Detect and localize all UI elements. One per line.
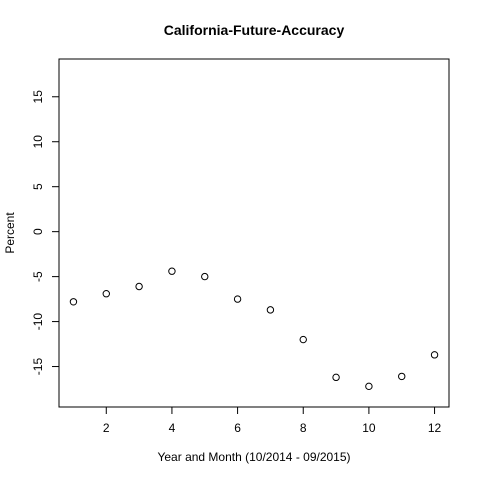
x-axis: 2 4 6 8 10 12 (103, 407, 442, 435)
y-tick-label: -10 (31, 313, 45, 331)
data-point (233, 295, 242, 303)
y-axis-label: Percent (3, 212, 17, 254)
x-tick-label: 8 (300, 421, 307, 435)
data-point (168, 267, 176, 275)
x-tick-label: 6 (234, 421, 241, 435)
x-tick-label: 12 (428, 421, 442, 435)
x-tick-label: 4 (169, 421, 176, 435)
x-tick-label: 10 (362, 421, 376, 435)
data-point (266, 306, 275, 314)
data-point (299, 335, 307, 344)
data-point (430, 351, 439, 359)
x-axis-label: Year and Month (10/2014 - 09/2015) (157, 450, 350, 464)
data-point (365, 382, 373, 391)
data-point (102, 289, 110, 298)
y-tick-label: -5 (31, 271, 45, 282)
y-tick-label: 15 (31, 90, 45, 104)
x-tick-label: 2 (103, 421, 110, 435)
data-points (69, 267, 439, 391)
data-point (398, 372, 406, 381)
y-tick-label: 0 (31, 228, 45, 235)
data-point (135, 282, 143, 291)
plot-frame (58, 58, 450, 408)
y-tick-label: -15 (31, 358, 45, 376)
chart-title: California-Future-Accuracy (164, 22, 345, 38)
data-point (201, 272, 209, 281)
y-tick-label: 10 (31, 135, 45, 149)
y-axis: -15 -10 -5 0 5 10 15 (31, 90, 59, 375)
y-tick-label: 5 (31, 183, 45, 190)
data-point (69, 298, 78, 306)
data-point (332, 373, 340, 382)
